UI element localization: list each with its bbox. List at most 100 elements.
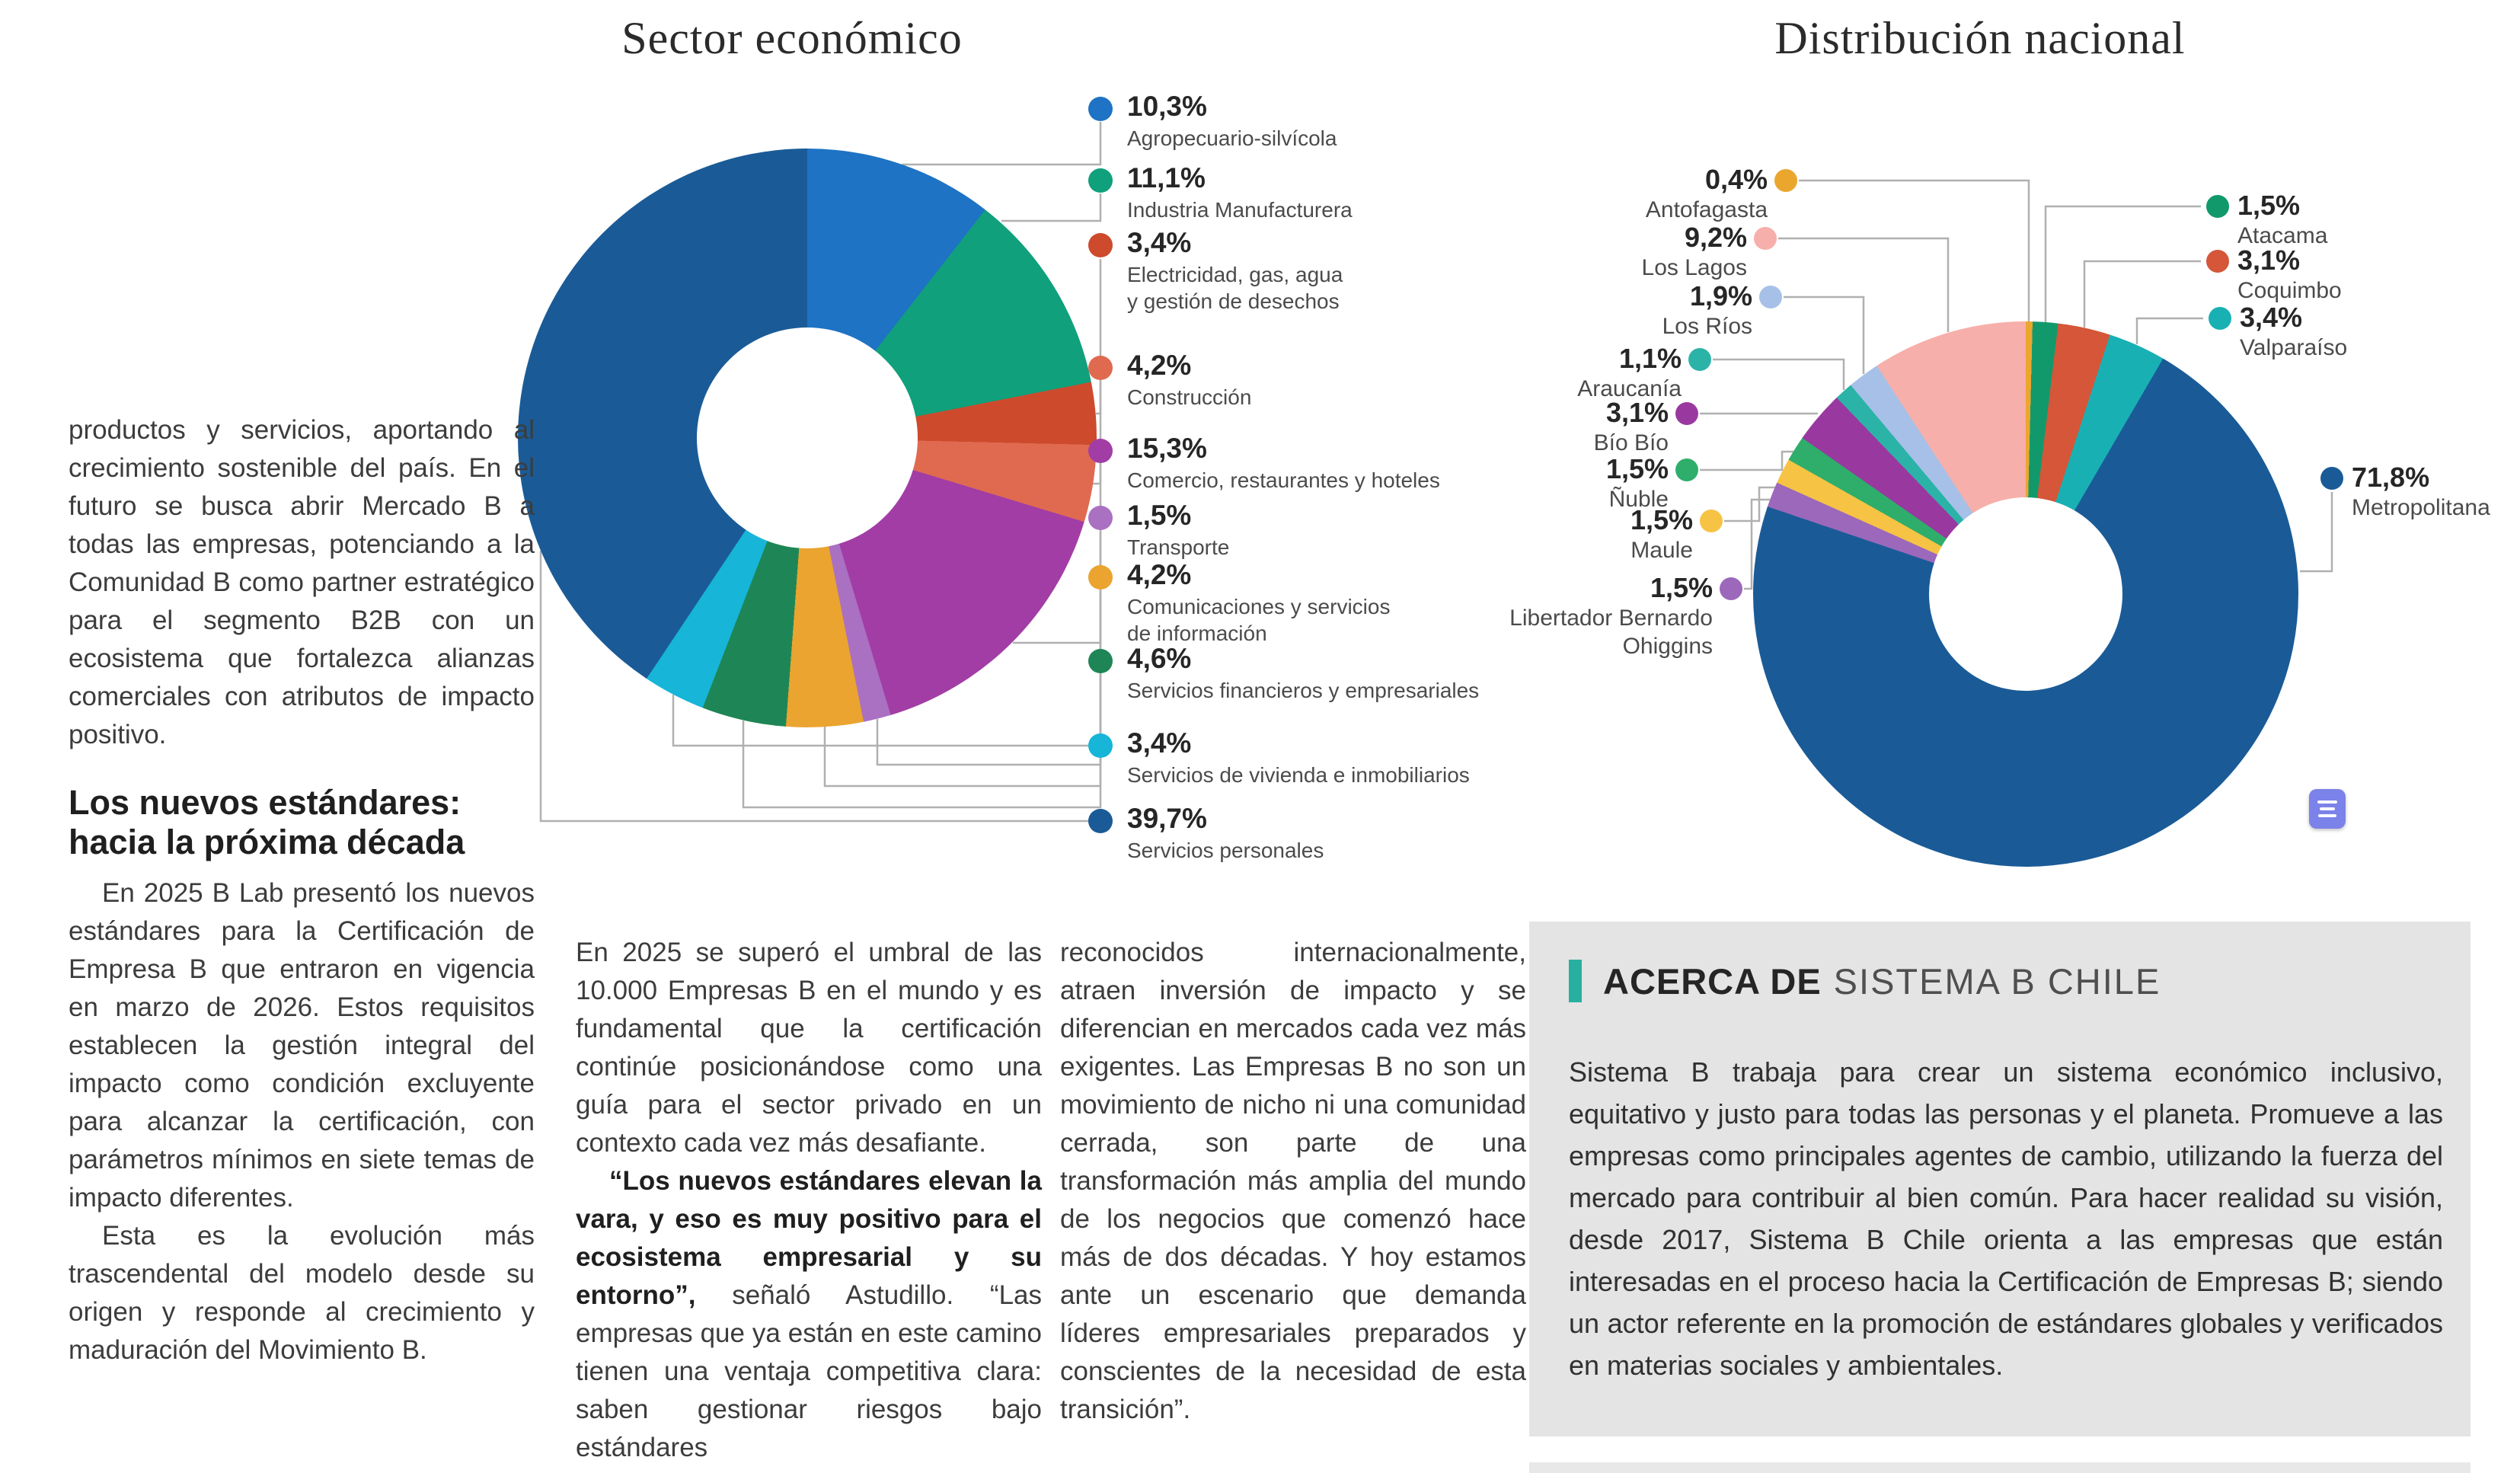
article-column-2: En 2025 se superó el umbral de las 10.00… [576, 934, 1042, 1467]
text-lines-icon [2317, 800, 2337, 804]
region-label: 3,1% Bío Bío [1594, 397, 1669, 457]
region-name: Los Ríos [1662, 314, 1752, 339]
region-percent: 3,4% [2240, 302, 2303, 333]
legend-dot [2209, 307, 2231, 330]
region-percent: 1,1% [1618, 343, 1682, 374]
legend-dot [1088, 809, 1113, 833]
article-paragraph: Esta es la evolución más trascendental d… [69, 1217, 535, 1369]
legend-item: 4,2% Comunicaciones y servicios de inform… [1127, 558, 1554, 647]
legend-dot [1700, 510, 1723, 532]
text-run: En 2025 se superó el umbral de las 10.00… [576, 938, 1042, 1158]
article-heading: Los nuevos estándares: hacia la próxima … [69, 783, 495, 862]
region-label: 1,5% Ñuble [1606, 453, 1669, 513]
legend-dot [1675, 402, 1698, 425]
region-name: Coquimbo [2237, 278, 2342, 303]
region-label: 9,2% Los Lagos [1642, 222, 1747, 282]
bold-text-run: “Los nuevos estándares elevan la vara, y… [576, 1166, 1042, 1310]
legend-label: Servicios financieros y empresariales [1127, 679, 1480, 702]
legend-label: Comercio, restaurantes y hoteles [1127, 468, 1440, 492]
legend-item: 4,2% Construcción [1127, 349, 1554, 411]
legend-percent: 11,1% [1127, 162, 1206, 193]
legend-label: Servicios personales [1127, 839, 1324, 862]
about-sistema-b-box: ACERCA DE SISTEMA B CHILE Sistema B trab… [1529, 922, 2470, 1436]
legend-dot [1088, 733, 1113, 758]
legend-label: Industria Manufacturera [1127, 198, 1353, 222]
article-paragraph: reconocidos internacionalmente, atraen i… [1060, 934, 1526, 1429]
region-percent: 3,1% [2237, 244, 2301, 276]
legend-percent: 10,3% [1127, 91, 1207, 122]
legend-dot [1720, 577, 1742, 600]
region-name: Metropolitana [2352, 495, 2490, 520]
region-label: 1,5% Libertador Bernardo Ohiggins [1509, 572, 1713, 660]
text-run: Esta es la evolución más trascendental d… [69, 1221, 535, 1365]
region-percent: 1,5% [1630, 504, 1693, 535]
article-paragraph: productos y servicios, aportando al crec… [69, 411, 535, 754]
about-kicker-light: SISTEMA B CHILE [1833, 960, 2161, 1002]
legend-item: 11,1% Industria Manufacturera [1127, 161, 1554, 223]
legend-dot [2206, 250, 2229, 273]
legend-percent: 1,5% [1127, 500, 1192, 531]
legend-label: Agropecuario-silvícola [1127, 126, 1337, 150]
legend-item: 1,5% Transporte [1127, 499, 1554, 561]
accent-bar [1569, 960, 1582, 1002]
region-name: Maule [1630, 538, 1693, 563]
legend-dot [1754, 227, 1777, 250]
region-label: 3,1% Coquimbo [2237, 244, 2342, 305]
legend-dot [2320, 467, 2343, 490]
article-paragraph: En 2025 B Lab presentó los nuevos estánd… [69, 874, 535, 1217]
region-label: 71,8% Metropolitana [2352, 462, 2490, 522]
donut-hole [697, 328, 918, 548]
region-name: Los Lagos [1641, 255, 1747, 280]
region-label: 3,4% Valparaíso [2240, 302, 2347, 362]
legend-percent: 15,3% [1127, 433, 1207, 464]
sector-donut-chart [518, 149, 1097, 727]
region-percent: 9,2% [1684, 222, 1747, 253]
legend-dot [1088, 439, 1113, 463]
legend-percent: 3,4% [1127, 227, 1192, 258]
legend-item: 39,7% Servicios personales [1127, 802, 1554, 864]
legend-dot [1675, 459, 1698, 481]
legend-percent: 4,2% [1127, 350, 1192, 381]
legend-dot [1088, 233, 1113, 257]
region-percent: 1,5% [1605, 453, 1669, 484]
national-donut-chart [1753, 321, 2298, 867]
text-run: En 2025 B Lab presentó los nuevos estánd… [69, 878, 535, 1213]
region-label: 0,4% Antofagasta [1646, 164, 1768, 224]
donut-hole [1929, 497, 2122, 691]
legend-percent: 3,4% [1127, 727, 1192, 759]
legend-dot [1088, 168, 1113, 193]
region-name: Bío Bío [1593, 430, 1669, 455]
legend-dot [1088, 565, 1113, 590]
article-paragraph: “Los nuevos estándares elevan la vara, y… [576, 1162, 1042, 1467]
about-kicker-bold: ACERCA DE [1603, 960, 1822, 1002]
region-percent: 3,1% [1605, 397, 1669, 428]
region-label: 1,1% Araucanía [1577, 343, 1682, 403]
region-label: 1,5% Maule [1630, 504, 1693, 564]
region-percent: 1,5% [1650, 572, 1713, 603]
region-percent: 0,4% [1704, 164, 1768, 195]
legend-percent: 39,7% [1127, 803, 1207, 834]
legend-dot [1088, 97, 1113, 121]
legend-label: Servicios de vivienda e inmobiliarios [1127, 763, 1470, 787]
legend-item: 10,3% Agropecuario-silvícola [1127, 90, 1554, 152]
region-label: 1,5% Atacama [2237, 190, 2327, 250]
national-chart-title: Distribución nacional [1774, 13, 2186, 63]
legend-label: Comunicaciones y servicios de informació… [1127, 595, 1391, 645]
region-percent: 71,8% [2352, 462, 2430, 493]
text-run: productos y servicios, aportando al crec… [69, 415, 535, 749]
legend-label: Construcción [1127, 385, 1252, 409]
legend-label: Transporte [1127, 535, 1230, 559]
overlay-widget-button[interactable] [2309, 789, 2346, 829]
article-column-3: reconocidos internacionalmente, atraen i… [1060, 934, 1526, 1429]
legend-item: 15,3% Comercio, restaurantes y hoteles [1127, 432, 1554, 494]
about-body-text: Sistema B trabaja para crear un sistema … [1569, 1056, 2443, 1381]
article-paragraph: En 2025 se superó el umbral de las 10.00… [576, 934, 1042, 1162]
legend-item: 3,4% Electricidad, gas, agua y gestión de… [1127, 226, 1554, 315]
article-column-1: productos y servicios, aportando al crec… [69, 411, 535, 1369]
legend-dot [1088, 356, 1113, 380]
legend-dot [1759, 286, 1782, 308]
legend-item: 4,6% Servicios financieros y empresariale… [1127, 642, 1554, 704]
legend-dot [1774, 169, 1797, 192]
